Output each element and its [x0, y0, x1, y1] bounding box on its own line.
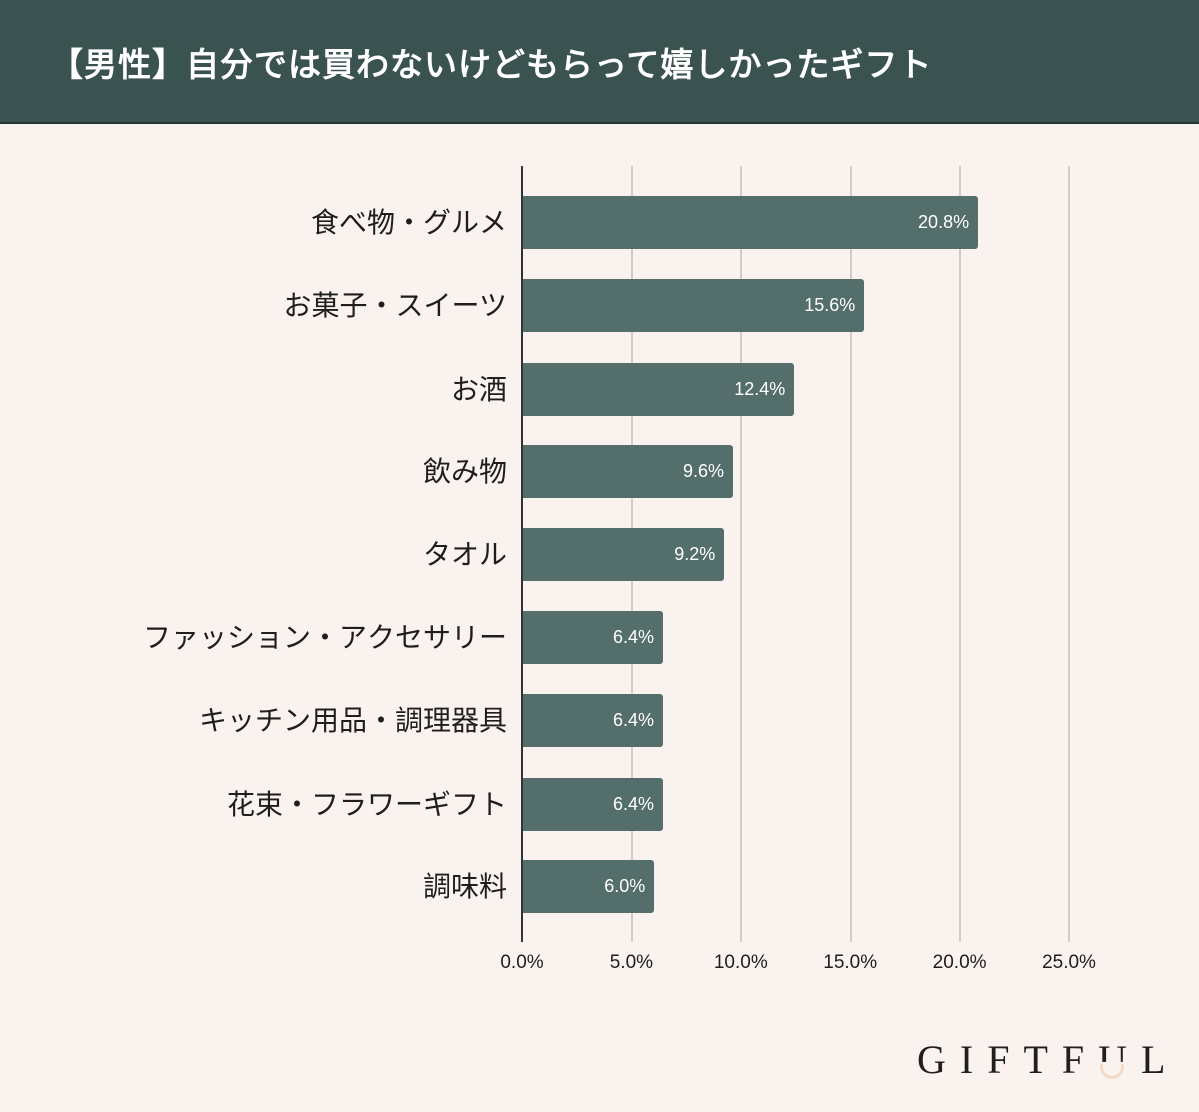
bar-value-label: 9.6%	[683, 461, 725, 481]
grid-line-10	[740, 166, 742, 942]
x-tick-label: 20.0%	[932, 952, 987, 973]
category-label: お酒	[450, 373, 507, 406]
x-tick-label: 25.0%	[1042, 952, 1096, 973]
bar-value-label: 12.4%	[734, 379, 786, 399]
bar: 15.6%	[523, 279, 865, 332]
chart-title: 【男性】自分では買わないけどもらって嬉しかったギフト	[50, 45, 933, 84]
bar-value-label: 20.8%	[918, 212, 970, 232]
bar-row: タオル 9.2%	[0, 528, 1199, 582]
logo-text-end: L	[1141, 1037, 1180, 1082]
header-banner: 【男性】自分では買わないけどもらって嬉しかったギフト	[0, 0, 1199, 124]
category-label: 食べ物・グルメ	[310, 206, 507, 239]
bar-value-label: 15.6%	[804, 295, 856, 315]
grid-line-20	[959, 166, 961, 942]
bar-value-label: 6.4%	[613, 710, 655, 730]
bar-row: 飲み物 9.6%	[0, 445, 1199, 499]
bar-row: 調味料 6.0%	[0, 860, 1199, 914]
bar-row: 食べ物・グルメ 20.8%	[0, 196, 1199, 250]
bar: 6.4%	[523, 778, 664, 831]
category-label: お菓子・スイーツ	[283, 289, 507, 322]
bar-row: 花束・フラワーギフト 6.4%	[0, 778, 1199, 832]
bar-value-label: 6.0%	[604, 876, 646, 896]
bar-row: お菓子・スイーツ 15.6%	[0, 279, 1199, 333]
bar: 9.6%	[523, 445, 734, 498]
bar: 20.8%	[523, 196, 979, 249]
bar: 6.0%	[523, 860, 655, 913]
category-label: 調味料	[422, 870, 507, 903]
giftful-logo: GIFTFUUL	[917, 1036, 1180, 1083]
bar: 9.2%	[523, 528, 725, 581]
logo-u-curve-accent	[1100, 1064, 1125, 1079]
y-axis-line	[521, 166, 523, 942]
x-tick-label: 5.0%	[609, 952, 654, 973]
bar-chart: 食べ物・グルメ 20.8% お菓子・スイーツ 15.6% お酒 12.4% 飲み物 9.6% タ…	[0, 166, 1199, 973]
bar: 12.4%	[523, 363, 795, 416]
bar-value-label: 6.4%	[613, 794, 655, 814]
bar: 6.4%	[523, 694, 664, 747]
logo-u-letter: UU	[1098, 1036, 1141, 1083]
x-tick-label: 0.0%	[500, 952, 544, 973]
category-label: 飲み物	[422, 455, 507, 488]
bar-value-label: 9.2%	[674, 544, 716, 564]
grid-line-25	[1068, 166, 1070, 942]
category-label: キッチン用品・調理器具	[198, 704, 507, 737]
bar-value-label: 6.4%	[613, 627, 655, 647]
logo-text-start: GIFTF	[917, 1037, 1099, 1082]
category-label: 花束・フラワーギフト	[226, 788, 507, 821]
bar-row: キッチン用品・調理器具 6.4%	[0, 694, 1199, 748]
category-label: タオル	[422, 538, 507, 571]
grid-line-15	[850, 166, 852, 942]
bar: 6.4%	[523, 611, 664, 664]
bar-row: ファッション・アクセサリー 6.4%	[0, 611, 1199, 665]
category-label: ファッション・アクセサリー	[142, 621, 507, 654]
x-tick-label: 15.0%	[823, 952, 878, 973]
bar-row: お酒 12.4%	[0, 363, 1199, 417]
x-tick-label: 10.0%	[713, 952, 768, 973]
logo-u-top: U	[1098, 1037, 1142, 1082]
